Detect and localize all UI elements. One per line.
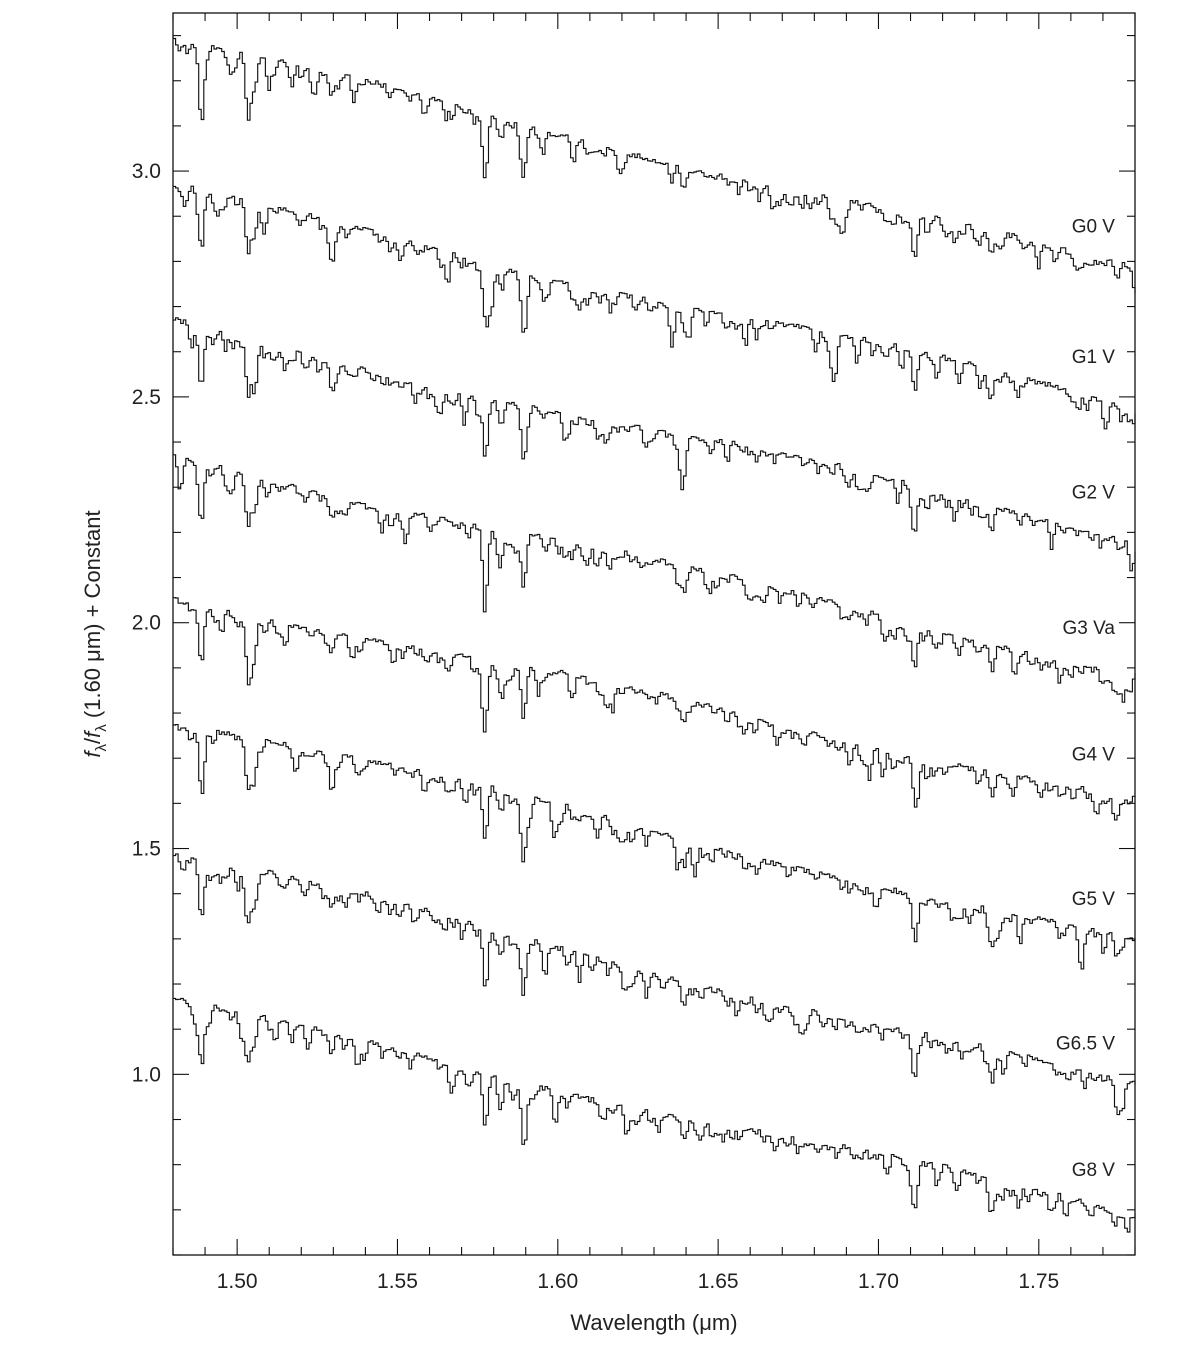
y-tick-label: 3.0 — [132, 160, 161, 183]
spectrum-line — [173, 997, 1136, 1233]
series-label: G6.5 V — [1056, 1034, 1115, 1055]
spectrum-line — [173, 597, 1136, 821]
y-title-rest: (1.60 μm) + Constant — [80, 510, 105, 724]
spectrum-line — [173, 724, 1136, 970]
x-tick-labels: 1.50 1.55 1.60 1.65 1.70 1.75 — [217, 1270, 1060, 1293]
y-title-lambda-sub-1: λ — [93, 743, 110, 751]
spectra-layer — [173, 37, 1136, 1233]
plot-frame — [172, 12, 1136, 1256]
series-label: G8 V — [1072, 1160, 1116, 1181]
x-axis-title: Wavelength (μm) — [570, 1310, 737, 1335]
y-axis-title: fλ/fλ (1.60 μm) + Constant — [80, 510, 110, 757]
x-tick-label: 1.50 — [217, 1270, 258, 1293]
x-tick-label: 1.55 — [377, 1270, 418, 1293]
spectrum-line — [173, 37, 1136, 294]
y-tick-label: 2.5 — [132, 386, 161, 409]
x-tick-label: 1.70 — [858, 1270, 899, 1293]
x-tick-label: 1.60 — [537, 1270, 578, 1293]
y-title-f-2: f — [80, 729, 105, 738]
y-tick-label: 2.0 — [132, 612, 161, 635]
y-title-lambda-sub-2: λ — [93, 724, 110, 732]
y-title-slash: / — [80, 737, 105, 744]
spectrum-line — [173, 317, 1136, 572]
ticks-layer — [172, 13, 1136, 1256]
series-label: G1 V — [1072, 347, 1116, 368]
series-labels: G0 V G1 V G2 V G3 Va G4 V G5 V G6.5 V G8 V — [1056, 216, 1116, 1181]
series-label: G3 Va — [1063, 618, 1116, 639]
series-label: G0 V — [1072, 216, 1116, 237]
spectrum-line — [173, 185, 1136, 430]
series-label: G5 V — [1072, 889, 1116, 910]
x-tick-label: 1.75 — [1018, 1270, 1059, 1293]
series-label: G4 V — [1072, 745, 1116, 766]
x-tick-label: 1.65 — [698, 1270, 739, 1293]
y-title-f: f — [80, 749, 105, 758]
y-tick-label: 1.5 — [132, 838, 161, 861]
spectrum-line — [173, 853, 1136, 1116]
y-tick-label: 1.0 — [132, 1063, 161, 1086]
spectrum-line — [173, 454, 1136, 703]
y-tick-labels: 1.0 1.5 2.0 2.5 3.0 — [132, 160, 161, 1086]
series-label: G2 V — [1072, 483, 1116, 504]
